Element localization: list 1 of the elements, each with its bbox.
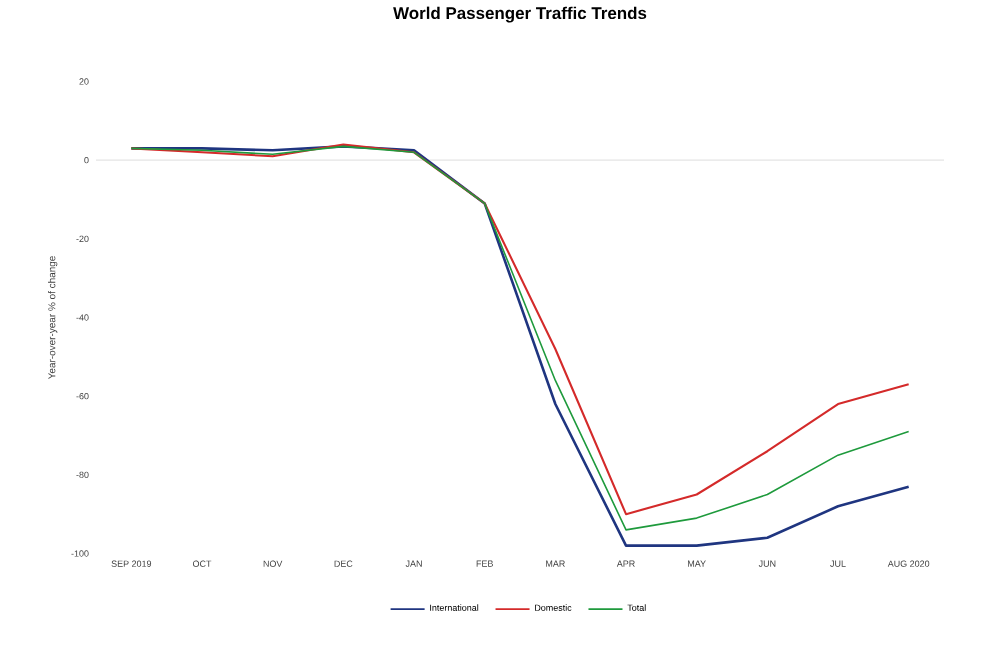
chart-title: World Passenger Traffic Trends: [393, 6, 647, 23]
